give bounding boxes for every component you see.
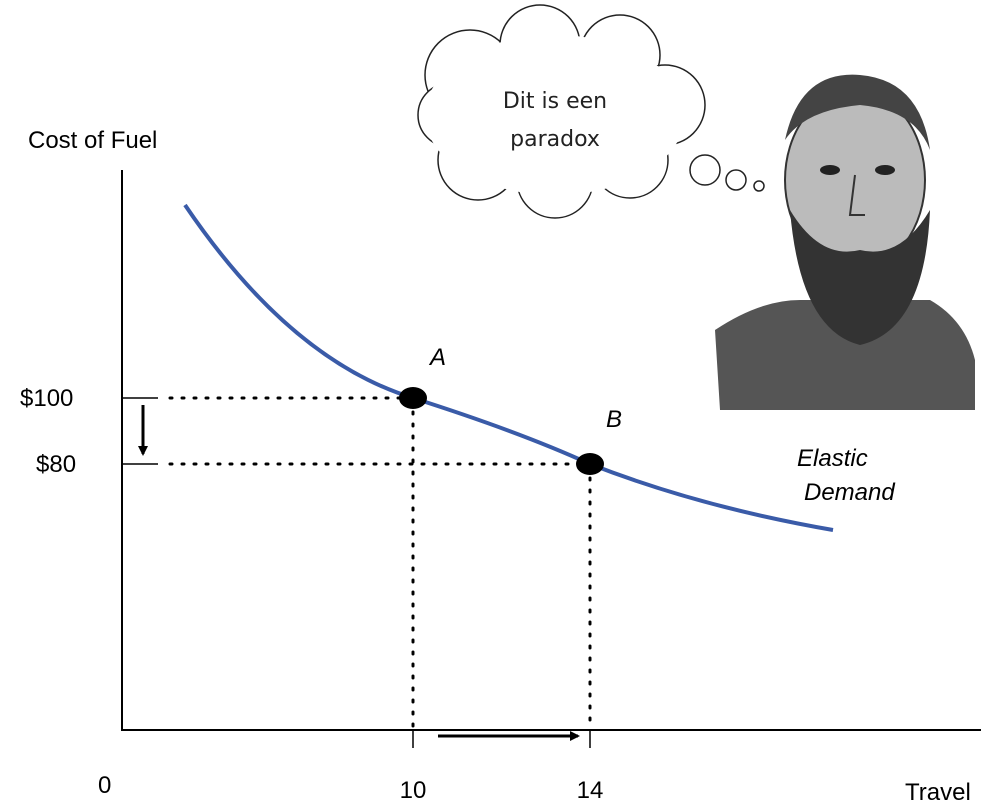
origin-label: 0 bbox=[98, 772, 111, 799]
curve-label: Demand bbox=[804, 479, 895, 506]
y-tick-label: $80 bbox=[36, 451, 76, 478]
diagram: Cost of Fuel $100 $80 0 10 14 Travel A B… bbox=[0, 0, 981, 807]
x-tick-label: 10 bbox=[400, 777, 427, 804]
y-tick-label: $100 bbox=[20, 385, 73, 412]
thought-text: paradox bbox=[510, 127, 600, 152]
x-axis-label: Travel bbox=[905, 779, 971, 806]
portrait bbox=[715, 75, 975, 410]
point-label: A bbox=[428, 344, 446, 371]
point-label: B bbox=[606, 406, 622, 433]
curve-label: Elastic bbox=[797, 445, 868, 472]
point bbox=[399, 387, 427, 409]
thought-text: Dit is een bbox=[503, 89, 607, 114]
y-axis-label: Cost of Fuel bbox=[28, 127, 157, 154]
x-tick-label: 14 bbox=[577, 777, 604, 804]
point bbox=[576, 453, 604, 475]
